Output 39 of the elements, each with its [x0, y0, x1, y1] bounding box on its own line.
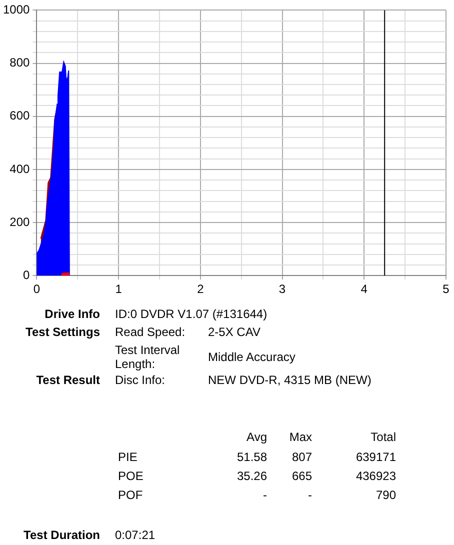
text: Drive Info [44, 307, 100, 321]
text: POE [118, 469, 144, 483]
x-tick-label: 0 [33, 282, 40, 296]
text: Test Settings [26, 325, 100, 339]
text: 0:07:21 [115, 528, 156, 542]
y-tick-label: 800 [10, 56, 30, 70]
text: Max [289, 430, 312, 444]
text: 436923 [356, 469, 396, 483]
x-tick-label: 3 [278, 282, 286, 296]
text: Test Interval Length: [115, 343, 181, 371]
text: - [263, 488, 267, 502]
text: - [308, 488, 312, 502]
x-tick-label: 2 [197, 282, 204, 296]
x-tick-label: 5 [442, 282, 450, 296]
text: Read Speed: [115, 325, 186, 339]
text: Test Duration [24, 528, 100, 542]
y-tick-label: 1000 [2, 2, 30, 17]
text: NEW DVD-R, 4315 MB (NEW) [208, 373, 372, 387]
text: 807 [292, 450, 312, 464]
text: PIE [118, 450, 138, 464]
x-tick-label: 4 [360, 282, 368, 296]
x-tick-label: 1 [115, 282, 122, 296]
text: POF [118, 488, 143, 502]
text: 790 [376, 488, 396, 502]
y-tick-label: 0 [23, 268, 30, 282]
text: 51.58 [236, 450, 267, 464]
text: 665 [292, 469, 312, 483]
y-tick-label: 400 [10, 162, 30, 176]
text: Test Result [36, 373, 100, 387]
text: Avg [246, 430, 267, 444]
y-tick-label: 600 [10, 108, 30, 123]
text: 2-5X CAV [208, 325, 260, 339]
y-tick-label: 200 [10, 214, 30, 229]
text: 639171 [356, 450, 396, 464]
text: Middle Accuracy [208, 350, 296, 364]
text: Disc Info: [115, 373, 166, 387]
text: ID:0 DVDR V1.07 (#131644) [115, 307, 268, 321]
text: 35.26 [236, 469, 267, 483]
text: Total [370, 430, 396, 444]
